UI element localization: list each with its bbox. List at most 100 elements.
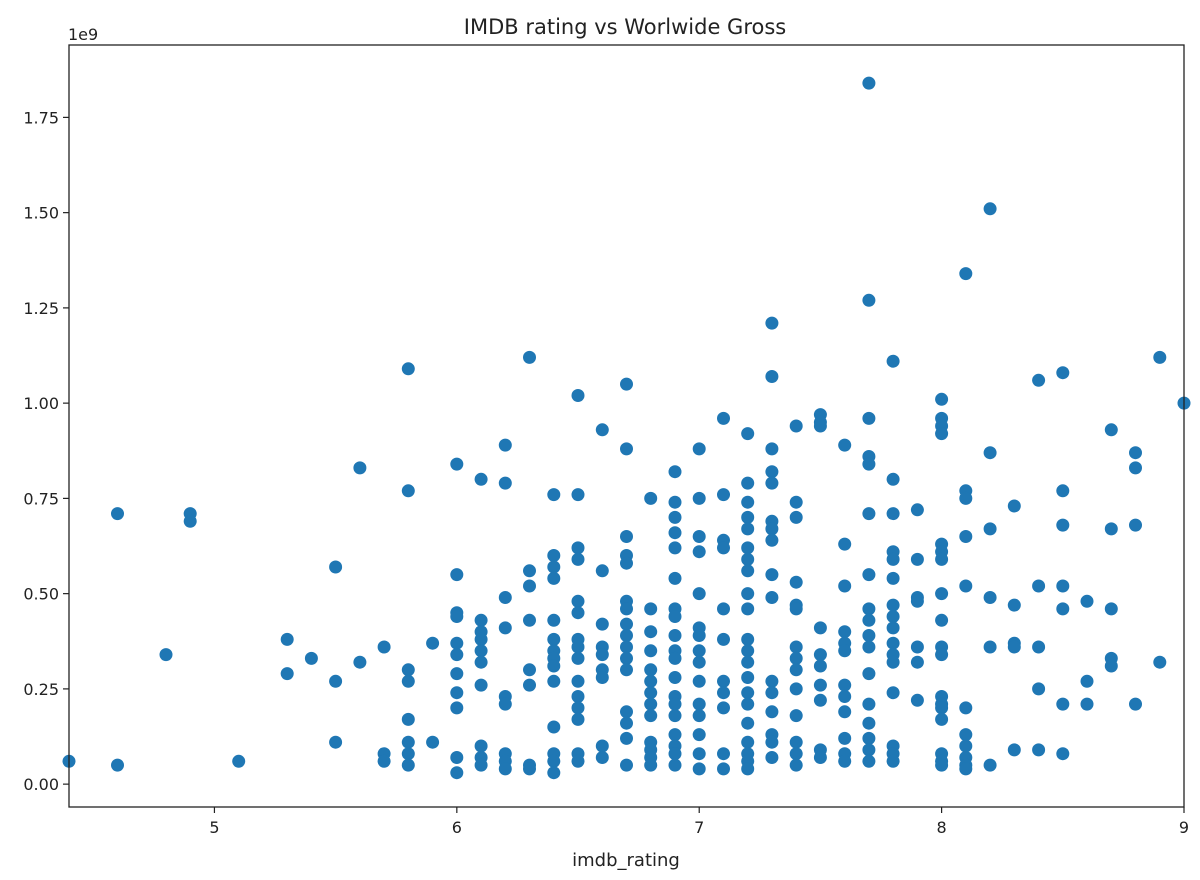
data-point	[450, 766, 464, 780]
data-point	[620, 758, 633, 772]
data-point	[838, 438, 852, 452]
data-point	[668, 465, 682, 479]
data-point	[547, 674, 561, 688]
data-point	[741, 552, 755, 566]
data-point	[1007, 598, 1021, 612]
data-point	[1032, 579, 1046, 593]
data-point	[959, 728, 973, 742]
data-point	[692, 728, 706, 742]
data-point	[644, 686, 658, 700]
data-point	[401, 747, 415, 761]
data-point	[523, 762, 536, 776]
data-point	[450, 568, 464, 582]
data-point	[765, 522, 779, 536]
data-point	[547, 571, 561, 585]
y-tick-label: 0.50	[23, 585, 59, 604]
data-point	[886, 507, 900, 521]
data-point	[1104, 522, 1118, 536]
data-point	[668, 728, 682, 742]
data-point	[304, 651, 318, 665]
data-points	[62, 76, 1191, 780]
data-point	[789, 651, 803, 665]
data-point	[620, 530, 633, 543]
data-point	[668, 495, 682, 509]
data-point	[498, 762, 512, 776]
data-point	[668, 758, 682, 772]
data-point	[717, 602, 730, 616]
data-point	[862, 716, 876, 730]
data-point	[765, 476, 779, 490]
data-point	[717, 674, 730, 688]
data-point	[886, 636, 900, 650]
data-point	[935, 427, 949, 441]
data-point	[789, 747, 803, 761]
data-point	[886, 655, 900, 669]
data-point	[595, 751, 609, 764]
data-point	[595, 739, 609, 753]
data-point	[1032, 682, 1046, 696]
data-point	[959, 530, 973, 543]
data-point	[377, 754, 391, 768]
data-point	[692, 674, 706, 688]
data-point	[498, 591, 512, 604]
data-point	[910, 640, 924, 654]
data-point	[523, 350, 536, 364]
data-point	[547, 632, 561, 646]
data-point	[571, 606, 585, 620]
data-point	[741, 762, 755, 776]
data-point	[983, 591, 997, 604]
data-point	[450, 610, 464, 623]
data-point	[474, 678, 488, 692]
data-point	[741, 716, 755, 730]
data-point	[886, 354, 900, 368]
data-point	[620, 640, 633, 654]
data-point	[1056, 518, 1070, 532]
data-point	[644, 663, 658, 677]
data-point	[910, 594, 924, 608]
data-point	[886, 598, 900, 612]
data-point	[862, 613, 876, 627]
data-point	[547, 720, 561, 734]
data-point	[717, 747, 730, 761]
data-point	[910, 552, 924, 566]
data-point	[813, 678, 827, 692]
data-point	[765, 751, 779, 764]
x-tick-label: 9	[1179, 818, 1189, 837]
data-point	[183, 514, 197, 528]
data-point	[862, 507, 876, 521]
data-point	[741, 541, 755, 555]
data-point	[620, 629, 633, 642]
data-point	[498, 438, 512, 452]
x-tick-label: 8	[937, 818, 947, 837]
data-point	[571, 640, 585, 654]
data-point	[983, 640, 997, 654]
data-point	[789, 575, 803, 589]
data-point	[765, 533, 779, 547]
data-point	[959, 701, 973, 715]
data-point	[620, 617, 633, 631]
data-point	[547, 613, 561, 627]
data-point	[935, 701, 949, 715]
data-point	[717, 686, 730, 700]
data-point	[813, 659, 827, 673]
data-point	[692, 587, 706, 601]
data-point	[692, 697, 706, 711]
y-tick-label: 1.50	[23, 204, 59, 223]
y-tick-label: 0.25	[23, 680, 59, 699]
data-point	[426, 735, 440, 749]
x-tick-label: 6	[452, 818, 462, 837]
y-axis-offset-label: 1e9	[68, 25, 98, 44]
data-point	[765, 442, 779, 456]
data-point	[838, 705, 852, 719]
data-point	[498, 476, 512, 490]
data-point	[692, 545, 706, 559]
data-point	[450, 686, 464, 700]
data-point	[644, 625, 658, 639]
data-point	[741, 587, 755, 601]
data-point	[1032, 743, 1046, 757]
y-tick-label: 1.00	[23, 394, 59, 413]
data-point	[717, 632, 730, 646]
y-tick-label: 1.25	[23, 299, 59, 318]
data-point	[668, 610, 682, 623]
data-point	[498, 621, 512, 635]
